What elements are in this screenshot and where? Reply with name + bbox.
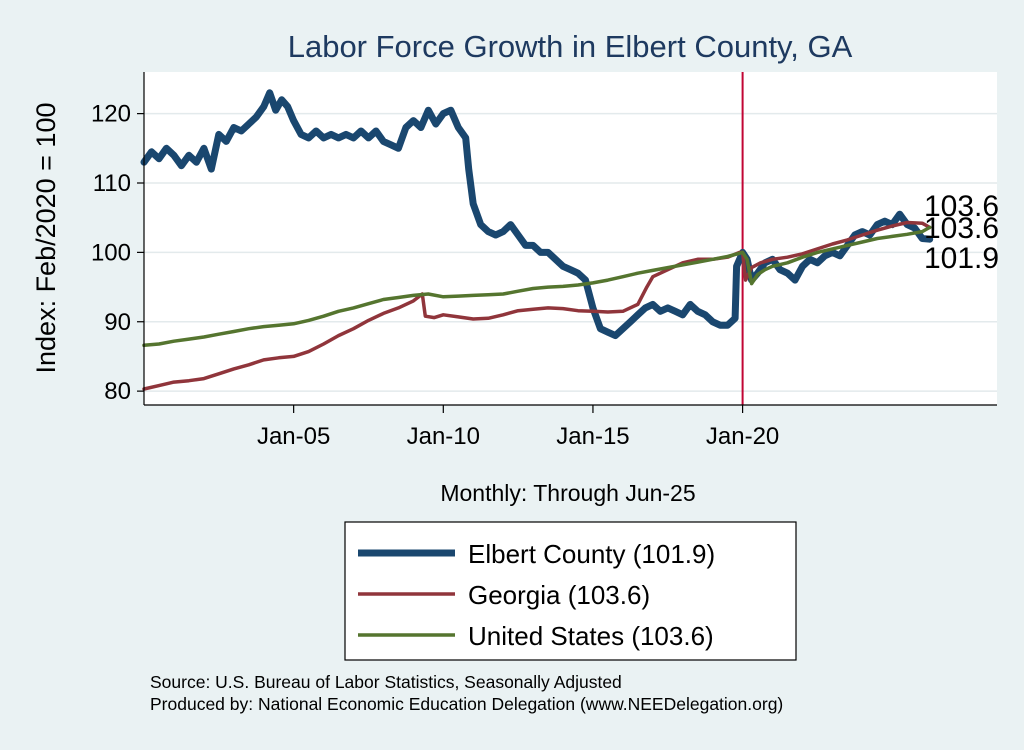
series-line xyxy=(140,89,934,340)
chart-title: Labor Force Growth in Elbert County, GA xyxy=(288,29,853,64)
legend: Elbert County (101.9) Georgia (103.6) Unit… xyxy=(344,521,797,661)
end-value-label: 101.9 xyxy=(924,242,999,275)
y-tick-label: 80 xyxy=(104,378,131,405)
y-tick-label: 90 xyxy=(104,309,131,336)
legend-label: Elbert County (101.9) xyxy=(468,539,715,569)
x-axis-label: Monthly: Through Jun-25 xyxy=(440,480,695,506)
series-line xyxy=(142,225,932,348)
y-axis-ticks: 80 90 100 110 120 xyxy=(91,101,144,405)
end-value-label: 103.6 xyxy=(924,190,999,223)
x-tick-label: Jan-20 xyxy=(706,423,779,450)
y-tick-label: 120 xyxy=(91,101,131,128)
producer-note: Produced by: National Economic Education… xyxy=(150,694,783,714)
end-value-label: 103.6 xyxy=(924,212,999,245)
y-tick-label: 100 xyxy=(91,239,131,266)
series-lines xyxy=(140,89,934,391)
x-tick-label: Jan-15 xyxy=(556,423,629,450)
x-tick-label: Jan-10 xyxy=(407,423,480,450)
series-line xyxy=(142,220,932,391)
legend-box xyxy=(344,521,797,661)
y-tick-label: 110 xyxy=(93,170,131,197)
plot-background xyxy=(144,72,997,405)
plot-area xyxy=(140,72,997,406)
y-axis-label: Index: Feb/2020 = 100 xyxy=(31,103,61,374)
legend-label: Georgia (103.6) xyxy=(468,580,650,610)
x-tick-label: Jan-05 xyxy=(257,423,330,450)
legend-label: United States (103.6) xyxy=(468,621,714,651)
x-axis-ticks: Jan-05 Jan-10 Jan-15 Jan-20 xyxy=(257,405,779,450)
source-note: Source: U.S. Bureau of Labor Statistics,… xyxy=(150,672,622,692)
gridlines xyxy=(144,112,997,392)
